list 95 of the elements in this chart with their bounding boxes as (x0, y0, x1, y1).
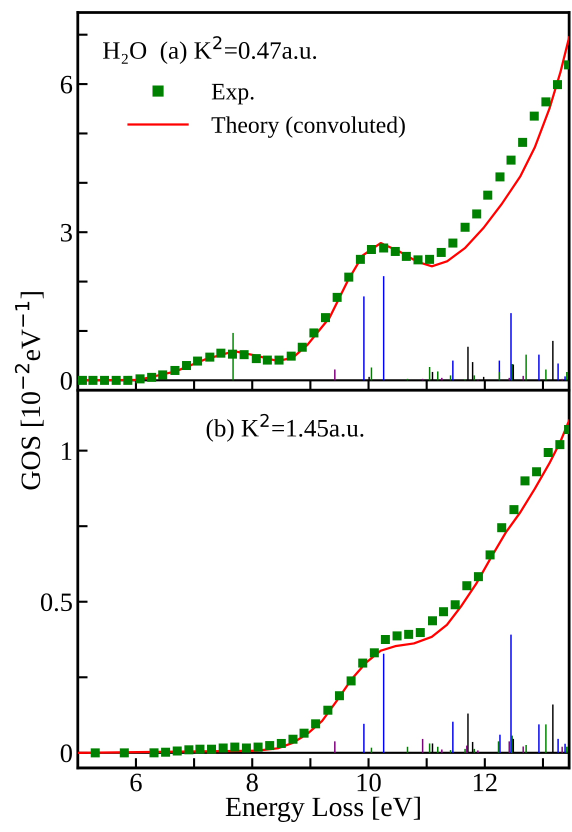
point (448, 238, 458, 248)
point (242, 743, 251, 752)
point (472, 209, 482, 218)
point (149, 748, 158, 758)
point (530, 112, 539, 121)
point (346, 676, 356, 686)
point (230, 742, 240, 752)
point (120, 748, 129, 758)
point (495, 172, 504, 182)
y-tick-label: 3 (61, 224, 72, 242)
point (532, 467, 542, 476)
point (460, 222, 470, 232)
point (298, 342, 307, 352)
point (416, 628, 425, 638)
point (344, 272, 354, 282)
point (323, 706, 332, 715)
x-tick-label: 6 (130, 774, 142, 792)
point (182, 361, 192, 370)
point (332, 292, 342, 302)
point (390, 246, 400, 256)
point (112, 376, 121, 385)
point (541, 97, 550, 106)
point (366, 244, 376, 254)
legend-label: Theory (convoluted) (212, 116, 405, 138)
point (474, 572, 483, 582)
point (184, 745, 194, 754)
point (274, 356, 284, 365)
annotation: H₂O (a) K$^{2}$=0.47a.u. (103, 36, 316, 64)
point (402, 252, 411, 261)
point (172, 746, 182, 756)
point (286, 352, 296, 361)
x-tick-label: 12 (474, 774, 497, 792)
x-tick-label: 10 (358, 774, 381, 792)
point (509, 505, 518, 514)
point (252, 354, 261, 364)
y-axis-title: GOS [10$^{−2}$eV$^{−1}$] (14, 292, 44, 490)
point (428, 616, 437, 626)
y-tick-label: 0 (60, 372, 72, 390)
point (276, 738, 286, 748)
point (205, 352, 214, 362)
point (88, 376, 98, 385)
point (497, 523, 506, 532)
point (240, 350, 249, 360)
point (299, 728, 308, 738)
point (321, 313, 330, 322)
point (483, 190, 492, 200)
point (436, 248, 446, 257)
point (147, 372, 156, 382)
point (288, 734, 298, 744)
point (90, 748, 100, 758)
legend-label: Exp. (212, 84, 254, 104)
point (358, 658, 368, 668)
point (486, 550, 495, 560)
point (311, 719, 320, 728)
point (544, 448, 553, 457)
point (553, 80, 562, 90)
point (193, 356, 202, 366)
annotation: (b) K$^{2}$=1.45a.u. (206, 414, 364, 442)
point (158, 370, 168, 380)
point (254, 742, 263, 752)
point (425, 254, 434, 264)
point (207, 744, 216, 754)
point (170, 366, 180, 375)
y-tick-label: 6 (60, 76, 72, 94)
point (380, 635, 390, 644)
point (309, 328, 318, 338)
point (356, 254, 365, 264)
x-axis-title: Energy Loss [eV] (226, 796, 420, 822)
point (123, 376, 132, 385)
point (370, 648, 379, 658)
point (439, 607, 448, 616)
point (450, 600, 460, 610)
point (161, 748, 170, 757)
point (518, 138, 528, 147)
point (262, 356, 272, 365)
point (218, 743, 228, 752)
point (228, 350, 237, 359)
point (195, 744, 204, 754)
point (136, 374, 145, 384)
y-tick-label: 0.5 (40, 593, 72, 612)
point (379, 244, 388, 253)
point (334, 691, 344, 700)
y-tick-label: 0 (60, 744, 72, 762)
point (265, 741, 274, 750)
y-tick-label: 1 (62, 442, 72, 460)
point (404, 630, 414, 639)
point (506, 156, 516, 165)
point (520, 476, 530, 486)
x-tick-label: 8 (246, 774, 258, 792)
point (392, 631, 402, 640)
point (413, 255, 422, 264)
point (100, 376, 110, 385)
point (555, 440, 564, 450)
point (216, 348, 226, 358)
point (462, 581, 472, 590)
